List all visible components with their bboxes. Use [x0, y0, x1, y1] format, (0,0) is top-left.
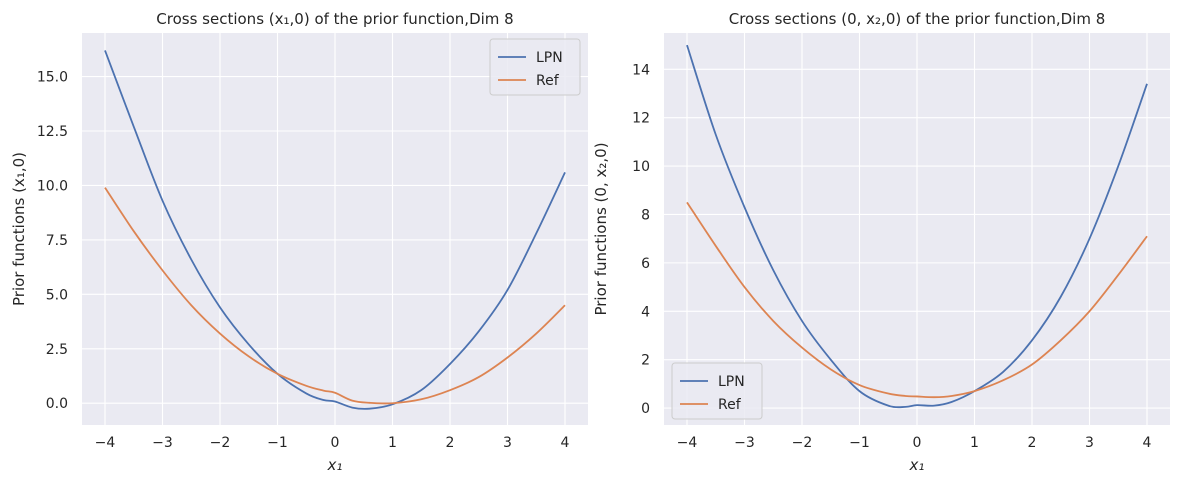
y-tick-label: 10	[632, 159, 650, 175]
x-tick-label: 4	[1143, 435, 1152, 451]
x-axis-label: x₁	[909, 456, 925, 474]
legend-label-ref: Ref	[718, 397, 742, 413]
x-tick-label: −4	[95, 435, 116, 451]
x-tick-label: 1	[970, 435, 979, 451]
legend-label-lpn: LPN	[718, 374, 745, 390]
y-tick-label: 2.5	[46, 342, 68, 358]
x-tick-label: −4	[677, 435, 698, 451]
legend: LPN Ref	[671, 362, 763, 420]
x-tick-label: 0	[331, 435, 340, 451]
x-tick-label: 1	[388, 435, 397, 451]
legend-box	[489, 38, 581, 96]
y-tick-label: 0	[641, 401, 650, 417]
y-tick-label: 14	[632, 62, 650, 78]
y-tick-label: 0.0	[46, 396, 68, 412]
x-axis-label: x₁	[327, 456, 343, 474]
y-axis-label: Prior functions (x₁,0)	[10, 152, 28, 306]
legend-label-ref: Ref	[536, 73, 560, 89]
y-tick-label: 5.0	[46, 287, 68, 303]
chart-title: Cross sections (x₁,0) of the prior funct…	[156, 10, 513, 28]
x-tick-label: 2	[1028, 435, 1037, 451]
x-tick-label: −2	[792, 435, 813, 451]
series-line-lpn	[104, 50, 566, 410]
y-axis-label: Prior functions (0, x₂,0)	[592, 142, 610, 315]
x-tick-label: −3	[152, 435, 173, 451]
x-tick-label: 3	[1085, 435, 1094, 451]
legend: LPN Ref	[489, 38, 581, 96]
x-tick-label: 3	[503, 435, 512, 451]
y-tick-label: 15.0	[37, 70, 68, 86]
x-tick-label: −1	[849, 435, 870, 451]
x-tick-label: 0	[913, 435, 922, 451]
x-tick-label: −1	[267, 435, 288, 451]
legend-label-lpn: LPN	[536, 50, 563, 66]
x-tick-label: 4	[561, 435, 570, 451]
series-line-lpn	[686, 44, 1148, 409]
y-tick-label: 10.0	[37, 178, 68, 194]
legend-box	[671, 362, 763, 420]
series-line-ref	[104, 187, 566, 405]
x-tick-label: 2	[446, 435, 455, 451]
series-group	[104, 50, 566, 410]
y-tick-label: 8	[641, 207, 650, 223]
chart-title: Cross sections (0, x₂,0) of the prior fu…	[729, 10, 1106, 28]
series-group	[686, 44, 1148, 409]
y-tick-label: 7.5	[46, 233, 68, 249]
x-tick-label: −3	[734, 435, 755, 451]
y-tick-label: 4	[641, 304, 650, 320]
series-line-ref	[686, 201, 1148, 399]
left-subplot: −4 −3 −2 −1 0 1 2 3 4 0.0 2.5 5.0 7.5 10.0 12.5 15.0 Cro…	[10, 10, 588, 474]
y-tick-label: 12.5	[37, 124, 68, 140]
y-tick-label: 6	[641, 256, 650, 272]
y-tick-label: 12	[632, 111, 650, 127]
y-tick-label: 2	[641, 353, 650, 369]
x-tick-label: −2	[210, 435, 231, 451]
